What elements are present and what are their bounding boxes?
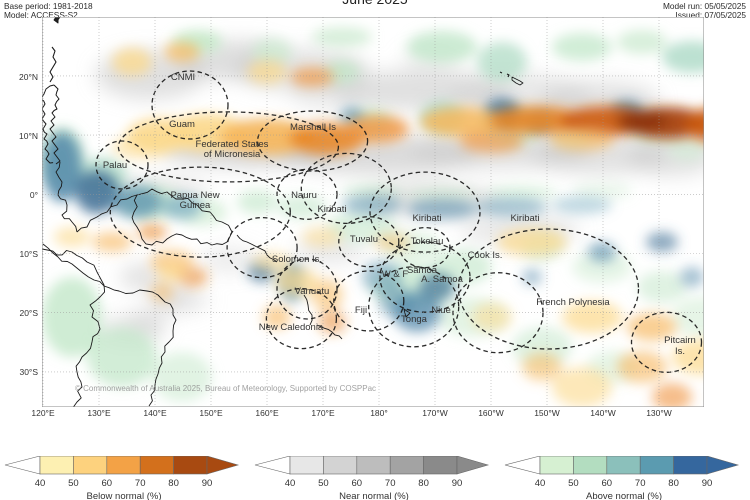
svg-text:Kiribati: Kiribati (412, 213, 441, 224)
svg-text:Solomon Is.: Solomon Is. (272, 254, 322, 265)
svg-text:Is.: Is. (675, 346, 685, 357)
svg-text:A. Samoa: A. Samoa (421, 274, 463, 285)
svg-text:40: 40 (285, 478, 296, 489)
svg-text:60: 60 (102, 478, 113, 489)
svg-text:Fiji: Fiji (355, 305, 367, 316)
svg-text:70: 70 (135, 478, 146, 489)
svg-text:Kiribati: Kiribati (317, 204, 346, 215)
svg-text:New Caledonia: New Caledonia (259, 322, 324, 333)
svg-text:50: 50 (68, 478, 79, 489)
svg-text:40: 40 (535, 478, 546, 489)
svg-text:50: 50 (568, 478, 579, 489)
svg-text:Tokelau: Tokelau (411, 236, 444, 247)
svg-text:90: 90 (452, 478, 463, 489)
svg-text:80: 80 (168, 478, 179, 489)
svg-text:Palau: Palau (103, 160, 127, 171)
svg-text:French Polynesia: French Polynesia (536, 297, 610, 308)
svg-text:80: 80 (668, 478, 679, 489)
svg-text:Guam: Guam (169, 119, 195, 130)
svg-text:60: 60 (602, 478, 613, 489)
svg-text:70: 70 (385, 478, 396, 489)
svg-text:Tonga: Tonga (401, 314, 428, 325)
svg-text:Guinea: Guinea (180, 200, 211, 211)
svg-text:50: 50 (318, 478, 329, 489)
svg-text:© Commonwealth of Australia 20: © Commonwealth of Australia 2025, Bureau… (75, 384, 376, 393)
svg-text:Marshall Is: Marshall Is (290, 122, 336, 133)
svg-text:80: 80 (418, 478, 429, 489)
svg-text:of Micronesia: of Micronesia (204, 149, 261, 160)
svg-text:Niue: Niue (431, 305, 451, 316)
svg-text:CNMI: CNMI (171, 72, 195, 83)
svg-text:90: 90 (702, 478, 713, 489)
svg-text:W & F: W & F (382, 269, 409, 280)
svg-text:Vanuatu: Vanuatu (295, 286, 330, 297)
svg-text:Cook Is.: Cook Is. (468, 250, 503, 261)
svg-text:Tuvalu: Tuvalu (350, 234, 378, 245)
svg-text:40: 40 (35, 478, 46, 489)
svg-text:60: 60 (352, 478, 363, 489)
svg-text:70: 70 (635, 478, 646, 489)
svg-text:Pitcairn: Pitcairn (664, 335, 696, 346)
svg-text:Nauru: Nauru (291, 190, 317, 201)
svg-text:Kiribati: Kiribati (510, 213, 539, 224)
svg-text:90: 90 (202, 478, 213, 489)
